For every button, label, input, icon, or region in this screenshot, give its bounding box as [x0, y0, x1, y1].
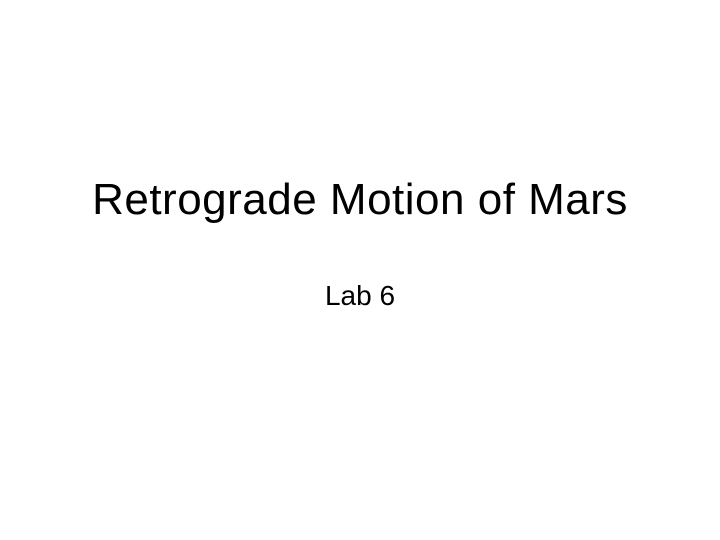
slide-container: Retrograde Motion of Mars Lab 6: [0, 0, 720, 540]
slide-subtitle: Lab 6: [325, 280, 395, 312]
slide-title: Retrograde Motion of Mars: [92, 175, 628, 225]
